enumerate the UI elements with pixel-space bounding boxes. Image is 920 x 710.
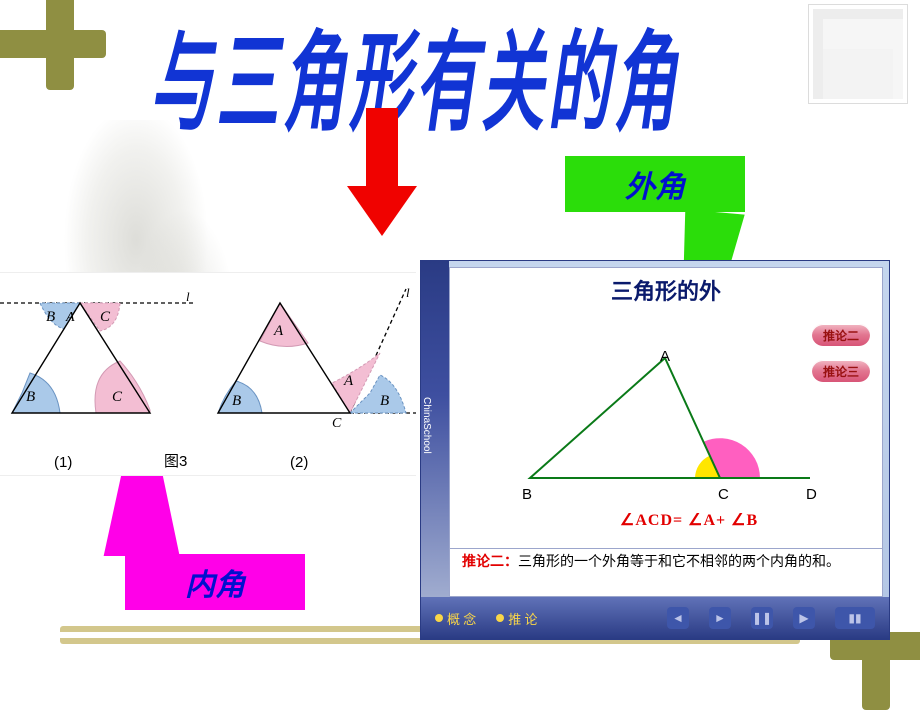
caption-prefix: 推论二： [462,555,518,570]
nav-link-corollary-label: 推 论 [508,609,537,628]
vertex-C: C [718,486,729,503]
nav-link-corollary[interactable]: 推 论 [496,609,537,628]
pill-button-corollary-3[interactable]: 推论三 [812,360,870,382]
left-figure-panel: l B C B C A l A B [0,272,416,476]
exterior-angle-label: 外角 [625,162,685,206]
pill-button-corollary-2[interactable]: 推论二 [812,324,870,346]
red-down-arrow-icon [352,108,412,238]
interior-angle-label: 内角 [185,560,245,604]
sidebar-brand: ChinaSchool [421,261,449,597]
fig-caption-2: (2) [290,454,308,471]
screen-area: 三角形的外 推论二 推论三 A B C D ∠ACD= ∠A+ ∠B [449,267,883,549]
line-label-l2: l [406,285,410,300]
screen-title: 三角形的外 [450,268,882,306]
caption-band: 推论二：三角形的一个外角等于和它不相邻的两个内角的和。 [449,549,883,597]
tri1-A: A [65,310,75,325]
tri1-bot-B: B [26,389,35,405]
nav-link-concept-label: 概 念 [447,609,476,628]
tri1-bot-C: C [112,389,123,405]
pause-button[interactable]: ❚❚ [751,607,773,629]
next-button[interactable]: ► [709,607,731,629]
vertex-D: D [806,486,817,503]
volume-button[interactable]: ▮▮ [835,607,875,629]
page-title: 与三角形有关的角 [150,0,680,152]
tri1-top-C: C [100,309,111,325]
dot-icon [496,614,504,622]
left-figure-svg: l B C B C A l A B [0,273,416,477]
tri2-top-A: A [273,323,284,339]
fig-caption-1: (1) [54,454,72,471]
caption-body: 三角形的一个外角等于和它不相邻的两个内角的和。 [518,555,840,570]
exterior-angle-callout: 外角 [565,156,745,212]
triangle-diagram-svg [500,318,820,508]
tri2-right-A: A [343,373,354,389]
interior-angle-callout: 内角 [125,554,305,610]
tri2-C: C [332,416,342,431]
play-button[interactable]: ▶ [793,607,815,629]
media-controls-bar: 概 念 推 论 ◄ ► ❚❚ ▶ ▮▮ [421,597,889,639]
tri2-B: B [232,393,241,409]
thumbnail-preview-icon [808,4,908,104]
vertex-B: B [522,486,532,503]
vertex-A: A [660,348,670,365]
prev-button[interactable]: ◄ [667,607,689,629]
nav-link-concept[interactable]: 概 念 [435,609,476,628]
fig-caption-mid: 图3 [164,450,187,471]
angle-formula: ∠ACD= ∠A+ ∠B [620,510,758,530]
tri1-top-B: B [46,309,55,325]
tri2-right-B: B [380,393,389,409]
right-media-panel: ChinaSchool 三角形的外 推论二 推论三 A B C D ∠ACD= … [420,260,890,640]
dot-icon [435,614,443,622]
line-label-l1: l [186,289,190,304]
